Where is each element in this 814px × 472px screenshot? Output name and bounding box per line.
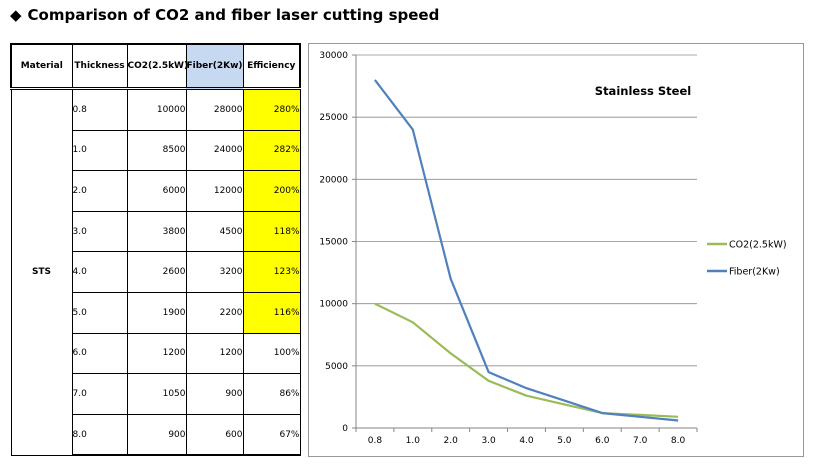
y-tick-label: 0 — [342, 424, 348, 434]
fiber-cell: 24000 — [185, 129, 244, 172]
y-tick-label: 10000 — [319, 300, 348, 310]
co2-cell: 2600 — [126, 251, 187, 293]
table-row: 1.0 8500 24000 282% — [11, 129, 301, 172]
thickness-cell: 0.8 — [71, 88, 128, 131]
y-tick-label: 30000 — [319, 51, 348, 61]
efficiency-cell: 86% — [242, 373, 301, 415]
efficiency-cell: 100% — [242, 332, 301, 375]
series-line-fiber — [374, 79, 679, 422]
table-header-row: Material Thickness CO2(2.5kW) Fiber(2Kw)… — [10, 43, 301, 90]
table-row: 2.0 6000 12000 200% — [11, 170, 301, 212]
legend-label: Fiber(2Kw) — [729, 267, 780, 278]
header-fiber: Fiber(2Kw) — [185, 43, 244, 90]
diamond-icon: ◆ — [10, 6, 22, 24]
x-tick-label: 2.0 — [444, 436, 459, 446]
fiber-cell: 2200 — [185, 291, 244, 334]
y-tick-label: 5000 — [325, 362, 348, 372]
table-row: 5.0 1900 2200 116% — [11, 291, 301, 334]
table-row: 3.0 3800 4500 118% — [11, 210, 301, 253]
fiber-cell: 12000 — [185, 170, 244, 212]
co2-cell: 1050 — [126, 373, 187, 415]
material-cell: STS — [10, 88, 73, 456]
x-tick-label: 4.0 — [519, 436, 534, 446]
legend-label: CO2(2.5kW) — [729, 240, 787, 251]
header-material: Material — [10, 43, 73, 90]
efficiency-cell: 67% — [242, 413, 301, 457]
efficiency-cell: 280% — [242, 88, 301, 131]
co2-cell: 3800 — [126, 210, 187, 253]
co2-cell: 10000 — [126, 88, 187, 131]
efficiency-cell: 200% — [242, 170, 301, 212]
chart-panel: 0 5000 10000 15000 20000 25000 30000 0.8 1.0 2.0 3… — [308, 43, 804, 457]
efficiency-cell: 118% — [242, 210, 301, 253]
co2-cell: 1200 — [126, 332, 187, 375]
fiber-cell: 28000 — [185, 88, 244, 131]
x-tick-label: 6.0 — [595, 436, 610, 446]
chart-title: Stainless Steel — [595, 84, 691, 98]
co2-cell: 1900 — [126, 291, 187, 334]
efficiency-cell: 123% — [242, 251, 301, 293]
thickness-cell: 8.0 — [71, 413, 128, 457]
x-tick-label: 7.0 — [633, 436, 648, 446]
y-tick-label: 15000 — [319, 238, 348, 248]
efficiency-cell: 282% — [242, 129, 301, 172]
co2-cell: 8500 — [126, 129, 187, 172]
page-title-text: Comparison of CO2 and fiber laser cuttin… — [27, 6, 440, 24]
page-title: ◆ Comparison of CO2 and fiber laser cutti… — [10, 6, 439, 24]
series-line-co2 — [374, 302, 679, 418]
table-row: 8.0 900 600 67% — [11, 413, 301, 457]
thickness-cell: 5.0 — [71, 291, 128, 334]
efficiency-cell: 116% — [242, 291, 301, 334]
fiber-cell: 600 — [185, 413, 244, 457]
thickness-cell: 6.0 — [71, 332, 128, 375]
thickness-cell: 2.0 — [71, 170, 128, 212]
table-row: STS 0.8 10000 28000 280% — [10, 88, 301, 456]
fiber-cell: 4500 — [185, 210, 244, 253]
header-thickness: Thickness — [71, 43, 128, 90]
x-tick-label: 3.0 — [481, 436, 496, 446]
thickness-cell: 3.0 — [71, 210, 128, 253]
line-chart: 0 5000 10000 15000 20000 25000 30000 0.8 1.0 2.0 3… — [319, 51, 787, 446]
y-tick-label: 25000 — [319, 113, 348, 123]
fiber-cell: 900 — [185, 373, 244, 415]
x-tick-label: 0.8 — [368, 436, 383, 446]
speed-table: Material Thickness CO2(2.5kW) Fiber(2Kw)… — [10, 43, 301, 457]
y-tick-label: 20000 — [319, 175, 348, 185]
x-tick-label: 5.0 — [557, 436, 572, 446]
thickness-cell: 7.0 — [71, 373, 128, 415]
co2-cell: 900 — [126, 413, 187, 457]
x-tick-label: 8.0 — [671, 436, 686, 446]
fiber-cell: 3200 — [185, 251, 244, 293]
thickness-cell: 1.0 — [71, 129, 128, 172]
fiber-cell: 1200 — [185, 332, 244, 375]
header-co2: CO2(2.5kW) — [126, 43, 188, 90]
table-row: 4.0 2600 3200 123% — [11, 251, 301, 293]
co2-cell: 6000 — [126, 170, 187, 212]
thickness-cell: 4.0 — [71, 251, 128, 293]
x-tick-label: 1.0 — [406, 436, 421, 446]
header-efficiency: Efficiency — [242, 43, 301, 90]
